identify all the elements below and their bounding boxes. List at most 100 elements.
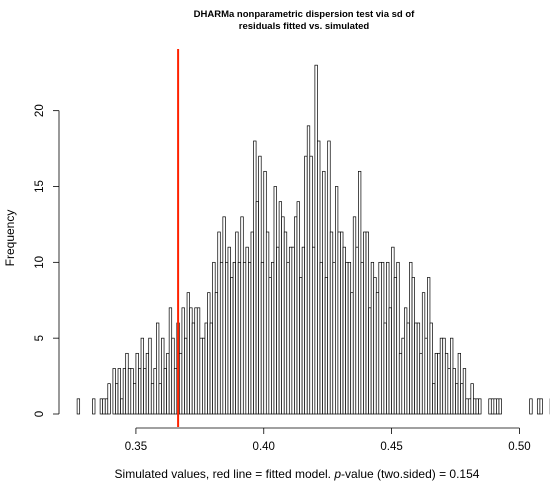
histogram-bar <box>194 307 198 415</box>
histogram-bar <box>488 398 492 415</box>
histogram-bar <box>135 352 139 415</box>
histogram-bar <box>158 383 162 415</box>
histogram-bar <box>536 398 541 415</box>
histogram-bar <box>419 352 423 415</box>
histogram-bar <box>358 170 362 415</box>
histogram-bar <box>457 352 461 415</box>
histogram-bar <box>245 246 249 415</box>
histogram-bar <box>391 246 395 415</box>
histogram-bar <box>196 307 201 415</box>
histogram-bar <box>133 383 137 415</box>
histogram-bar <box>539 398 543 415</box>
histogram-bar <box>104 398 109 415</box>
histogram-bar <box>222 216 226 415</box>
histogram-bar <box>370 261 375 415</box>
histogram-bar <box>250 231 254 415</box>
histogram-bar <box>189 307 193 415</box>
histogram-bar <box>496 398 500 415</box>
histogram-bar <box>490 398 495 415</box>
histogram-bar <box>421 292 426 415</box>
y-tick-label: 5 <box>34 335 46 341</box>
histogram-bar <box>253 140 257 415</box>
histogram-bar <box>283 231 288 415</box>
histogram-bar <box>335 186 339 415</box>
histogram-bar <box>219 261 224 415</box>
histogram-bar <box>398 352 403 415</box>
x-tick-label: 0.35 <box>125 441 147 453</box>
histogram-bar <box>319 261 323 415</box>
histogram-bar <box>260 261 265 415</box>
histogram-bar <box>107 383 111 415</box>
histogram-bar <box>375 292 380 415</box>
histogram-bar <box>396 261 400 415</box>
histogram-bar <box>444 352 449 415</box>
histogram-bar <box>304 155 308 415</box>
chart-title-line-2: residuals fitted vs. simulated <box>239 21 370 32</box>
histogram-bar <box>306 125 311 415</box>
histogram-bar <box>263 170 267 415</box>
y-tick-label: 15 <box>34 180 46 193</box>
histogram-bar <box>447 368 451 415</box>
histogram-bar <box>92 398 96 415</box>
histogram-bar <box>112 368 116 415</box>
histogram-bar <box>286 261 290 415</box>
histogram-bar <box>168 307 173 415</box>
histogram-bar <box>404 307 408 415</box>
histogram-bar <box>212 261 216 415</box>
histogram-bar <box>258 155 262 415</box>
x-tick-label: 0.45 <box>380 441 402 453</box>
histogram-bar <box>414 322 418 415</box>
histogram-bar <box>248 261 252 415</box>
y-tick-label: 0 <box>34 411 46 417</box>
histogram-bar <box>434 352 438 415</box>
histogram-bar <box>381 261 385 415</box>
histogram-bar <box>355 246 359 415</box>
histogram-bar <box>401 337 405 415</box>
histogram-bar <box>416 322 421 415</box>
histogram-bar <box>120 398 124 415</box>
histogram-bar <box>191 322 196 415</box>
histogram-bar <box>186 292 190 415</box>
histogram-bar <box>202 337 206 415</box>
histogram-bar <box>347 261 352 415</box>
histogram-bar <box>199 337 203 415</box>
histogram-bar <box>225 261 229 415</box>
histogram-bar <box>409 261 413 415</box>
histogram-bar <box>478 398 482 415</box>
histogram-bar <box>317 140 321 415</box>
histogram-bar <box>145 352 150 415</box>
histogram-bar <box>240 216 244 415</box>
histogram-bar <box>529 398 533 415</box>
histogram-bar <box>329 231 334 415</box>
histogram-bar <box>437 352 441 415</box>
histogram-bar <box>332 261 336 415</box>
histogram-bar <box>340 231 344 415</box>
x-tick-label: 0.40 <box>253 441 275 453</box>
histogram-bar <box>342 246 346 415</box>
histogram-bar <box>393 277 398 415</box>
histogram-bar <box>115 383 119 415</box>
histogram-bar <box>217 231 221 415</box>
histogram-bar <box>301 246 306 415</box>
histogram-bar <box>99 398 104 415</box>
histogram-bar <box>432 383 436 415</box>
histogram-bar <box>271 261 275 415</box>
histogram-bar <box>465 398 469 415</box>
histogram-bar <box>311 246 316 415</box>
histogram-bar <box>140 337 144 415</box>
histogram-bar <box>299 277 303 415</box>
histogram-bar <box>232 261 236 415</box>
histogram-bar <box>388 307 392 415</box>
histogram-bar <box>475 398 479 415</box>
histogram-bar <box>378 261 382 415</box>
histogram-bar <box>406 322 410 415</box>
histogram-bar <box>143 368 147 415</box>
histogram-bar <box>493 398 497 415</box>
histogram-bar <box>427 277 431 415</box>
histogram-bar <box>242 261 247 415</box>
histogram-bar <box>214 292 219 415</box>
histogram-bar <box>337 231 341 415</box>
histogram-bar <box>322 170 326 415</box>
histogram-bar <box>309 155 313 415</box>
